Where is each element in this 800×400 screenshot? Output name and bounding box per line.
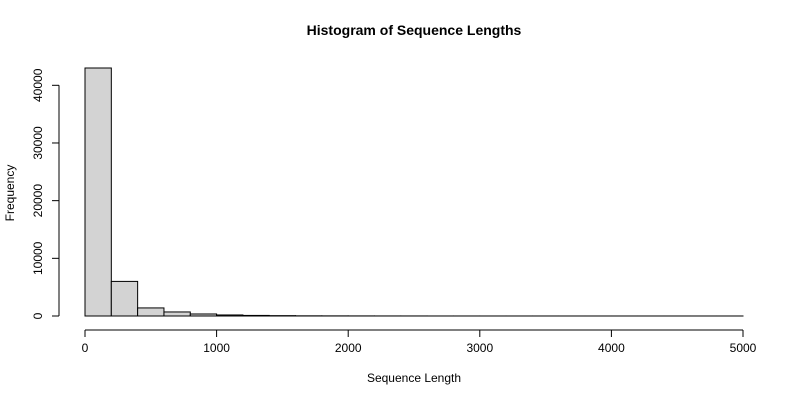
x-axis: 0 1000 2000 3000 4000 5000 [82,329,757,355]
histogram-bar-3 [163,311,191,317]
histogram-bar-1 [110,280,139,317]
x-tick-label-4000: 4000 [598,341,625,355]
histogram-bar-2 [137,307,165,317]
histogram-bar-0 [84,67,112,317]
x-tick-label-1000: 1000 [203,341,230,355]
histogram-bar-4 [189,313,218,317]
y-tick-label-30000: 30000 [31,126,45,160]
y-tick-label-40000: 40000 [31,68,45,102]
x-tick-label-2000: 2000 [335,341,362,355]
y-tick-label-0: 0 [31,312,45,319]
x-tick-label-5000: 5000 [730,341,757,355]
y-axis: 0 10000 20000 30000 40000 [31,68,60,319]
x-tick-label-0: 0 [82,341,89,355]
y-tick-label-10000: 10000 [31,241,45,275]
histogram-bar-6 [242,314,270,317]
x-axis-label: Sequence Length [367,371,461,385]
y-tick-label-20000: 20000 [31,184,45,218]
x-tick-label-3000: 3000 [466,341,493,355]
y-axis-label: Frequency [3,165,17,222]
bars-group [84,67,744,317]
histogram-bar-5 [216,314,244,317]
chart-title: Histogram of Sequence Lengths [307,22,522,38]
